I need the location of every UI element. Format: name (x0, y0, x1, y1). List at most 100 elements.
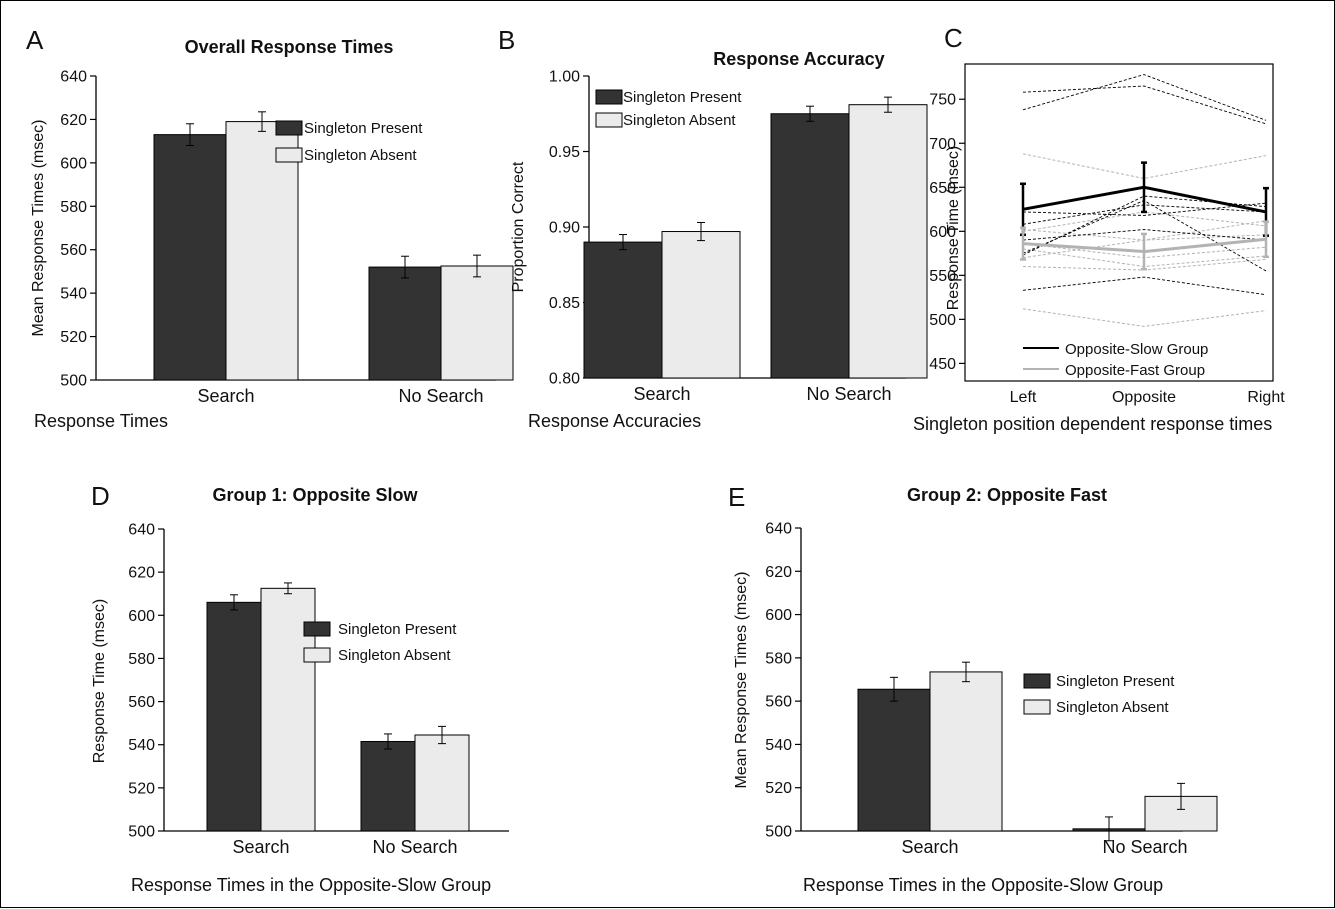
y-tick-label: 580 (60, 199, 87, 216)
panel-label-c: C (944, 23, 963, 53)
x-tick-label: Search (197, 386, 254, 406)
individual-line-slow (1022, 74, 1267, 121)
y-tick-label: 640 (765, 521, 792, 538)
bar-present (360, 740, 416, 832)
plot-frame-c (964, 63, 1274, 382)
y-tick-label: 550 (929, 268, 956, 285)
legend-label: Singleton Absent (304, 147, 417, 164)
y-tick-label: 620 (60, 112, 87, 129)
x-tick-label: Opposite (1112, 389, 1176, 406)
individual-line-fast (1022, 211, 1267, 232)
y-axis-label-d: Response Time (msec) (91, 599, 108, 764)
y-tick-label: 500 (765, 824, 792, 841)
y-tick-label: 640 (60, 69, 87, 86)
legend-swatch (303, 621, 331, 637)
legend-label: Singleton Present (1056, 673, 1175, 690)
y-tick-label: 580 (765, 650, 792, 667)
y-tick-label: 0.85 (549, 295, 580, 312)
legend-label: Opposite-Slow Group (1065, 341, 1208, 358)
series-line-fast (1022, 237, 1267, 254)
y-tick-label: 600 (128, 608, 155, 625)
y-tick-label: 540 (128, 737, 155, 754)
x-tick-label: No Search (398, 386, 483, 406)
x-tick-label: Search (633, 384, 690, 404)
y-tick-label: 600 (929, 224, 956, 241)
legend-swatch (275, 120, 303, 136)
bar-present (153, 134, 227, 381)
bar-present (770, 113, 850, 379)
y-tick-label: 580 (128, 651, 155, 668)
legend-label: Singleton Absent (623, 112, 736, 129)
y-tick-label: 1.00 (549, 69, 580, 86)
bar-absent (414, 734, 470, 832)
x-axis-caption-a: Response Times (34, 411, 168, 431)
chart-title-b: Response Accuracy (713, 49, 884, 69)
x-axis-caption-e: Response Times in the Opposite-Slow Grou… (803, 875, 1163, 895)
y-tick-label: 450 (929, 356, 956, 373)
y-tick-label: 750 (929, 92, 956, 109)
individual-line-slow (1022, 229, 1267, 241)
x-tick-label: Search (901, 837, 958, 857)
individual-line-slow (1022, 276, 1267, 296)
individual-line-fast (1022, 308, 1267, 327)
legend-label: Singleton Present (623, 89, 742, 106)
bar-absent (848, 104, 928, 379)
legend-swatch (1023, 699, 1051, 715)
y-tick-label: 560 (128, 694, 155, 711)
panel-label-d: D (91, 481, 110, 511)
y-tick-label: 640 (128, 522, 155, 539)
y-tick-label: 0.90 (549, 220, 580, 237)
y-tick-label: 520 (128, 780, 155, 797)
bar-absent (661, 231, 741, 379)
panel-label-e: E (728, 482, 745, 512)
y-tick-label: 500 (128, 824, 155, 841)
x-tick-label: Left (1010, 389, 1037, 406)
y-tick-label: 620 (128, 565, 155, 582)
legend-label: Singleton Present (304, 120, 423, 137)
panel-label-b: B (498, 25, 515, 55)
chart-title-a: Overall Response Times (185, 37, 394, 57)
y-tick-label: 560 (60, 242, 87, 259)
individual-line-slow (1022, 85, 1267, 125)
y-axis-label-a: Mean Response Times (msec) (30, 120, 47, 337)
y-tick-label: 650 (929, 180, 956, 197)
chart-title-e: Group 2: Opposite Fast (907, 485, 1107, 505)
bar-present (583, 241, 663, 379)
x-tick-label: No Search (1102, 837, 1187, 857)
y-tick-label: 620 (765, 564, 792, 581)
legend-swatch (303, 647, 331, 663)
bar-absent (929, 671, 1003, 832)
y-tick-label: 0.95 (549, 144, 580, 161)
legend-swatch (595, 112, 623, 128)
y-axis-label-e: Mean Response Times (msec) (733, 572, 750, 789)
y-axis-label-c: Response Time (msec) (945, 146, 962, 311)
legend-label: Opposite-Fast Group (1065, 362, 1205, 379)
x-tick-label: No Search (806, 384, 891, 404)
y-axis-label-b: Proportion Correct (510, 161, 527, 292)
x-axis-caption-c: Singleton position dependent response ti… (913, 414, 1272, 434)
legend-label: Singleton Present (338, 621, 457, 638)
y-tick-label: 540 (765, 737, 792, 754)
y-tick-label: 520 (60, 329, 87, 346)
legend-label: Singleton Absent (338, 647, 451, 664)
legend-swatch (1023, 673, 1051, 689)
x-axis-caption-d: Response Times in the Opposite-Slow Grou… (131, 875, 491, 895)
legend-swatch (595, 89, 623, 105)
individual-line-slow (1022, 202, 1267, 216)
bar-present (857, 688, 931, 832)
legend-label: Singleton Absent (1056, 699, 1169, 716)
bar-present (368, 266, 442, 381)
x-axis-caption-b: Response Accuracies (528, 411, 701, 431)
y-tick-label: 540 (60, 286, 87, 303)
chart-title-d: Group 1: Opposite Slow (212, 485, 418, 505)
bar-present (206, 601, 262, 832)
y-tick-label: 600 (60, 155, 87, 172)
y-tick-label: 500 (60, 373, 87, 390)
bar-absent (225, 121, 299, 381)
y-tick-label: 500 (929, 312, 956, 329)
x-tick-label: Right (1247, 389, 1285, 406)
panel-label-a: A (26, 25, 44, 55)
y-tick-label: 700 (929, 136, 956, 153)
